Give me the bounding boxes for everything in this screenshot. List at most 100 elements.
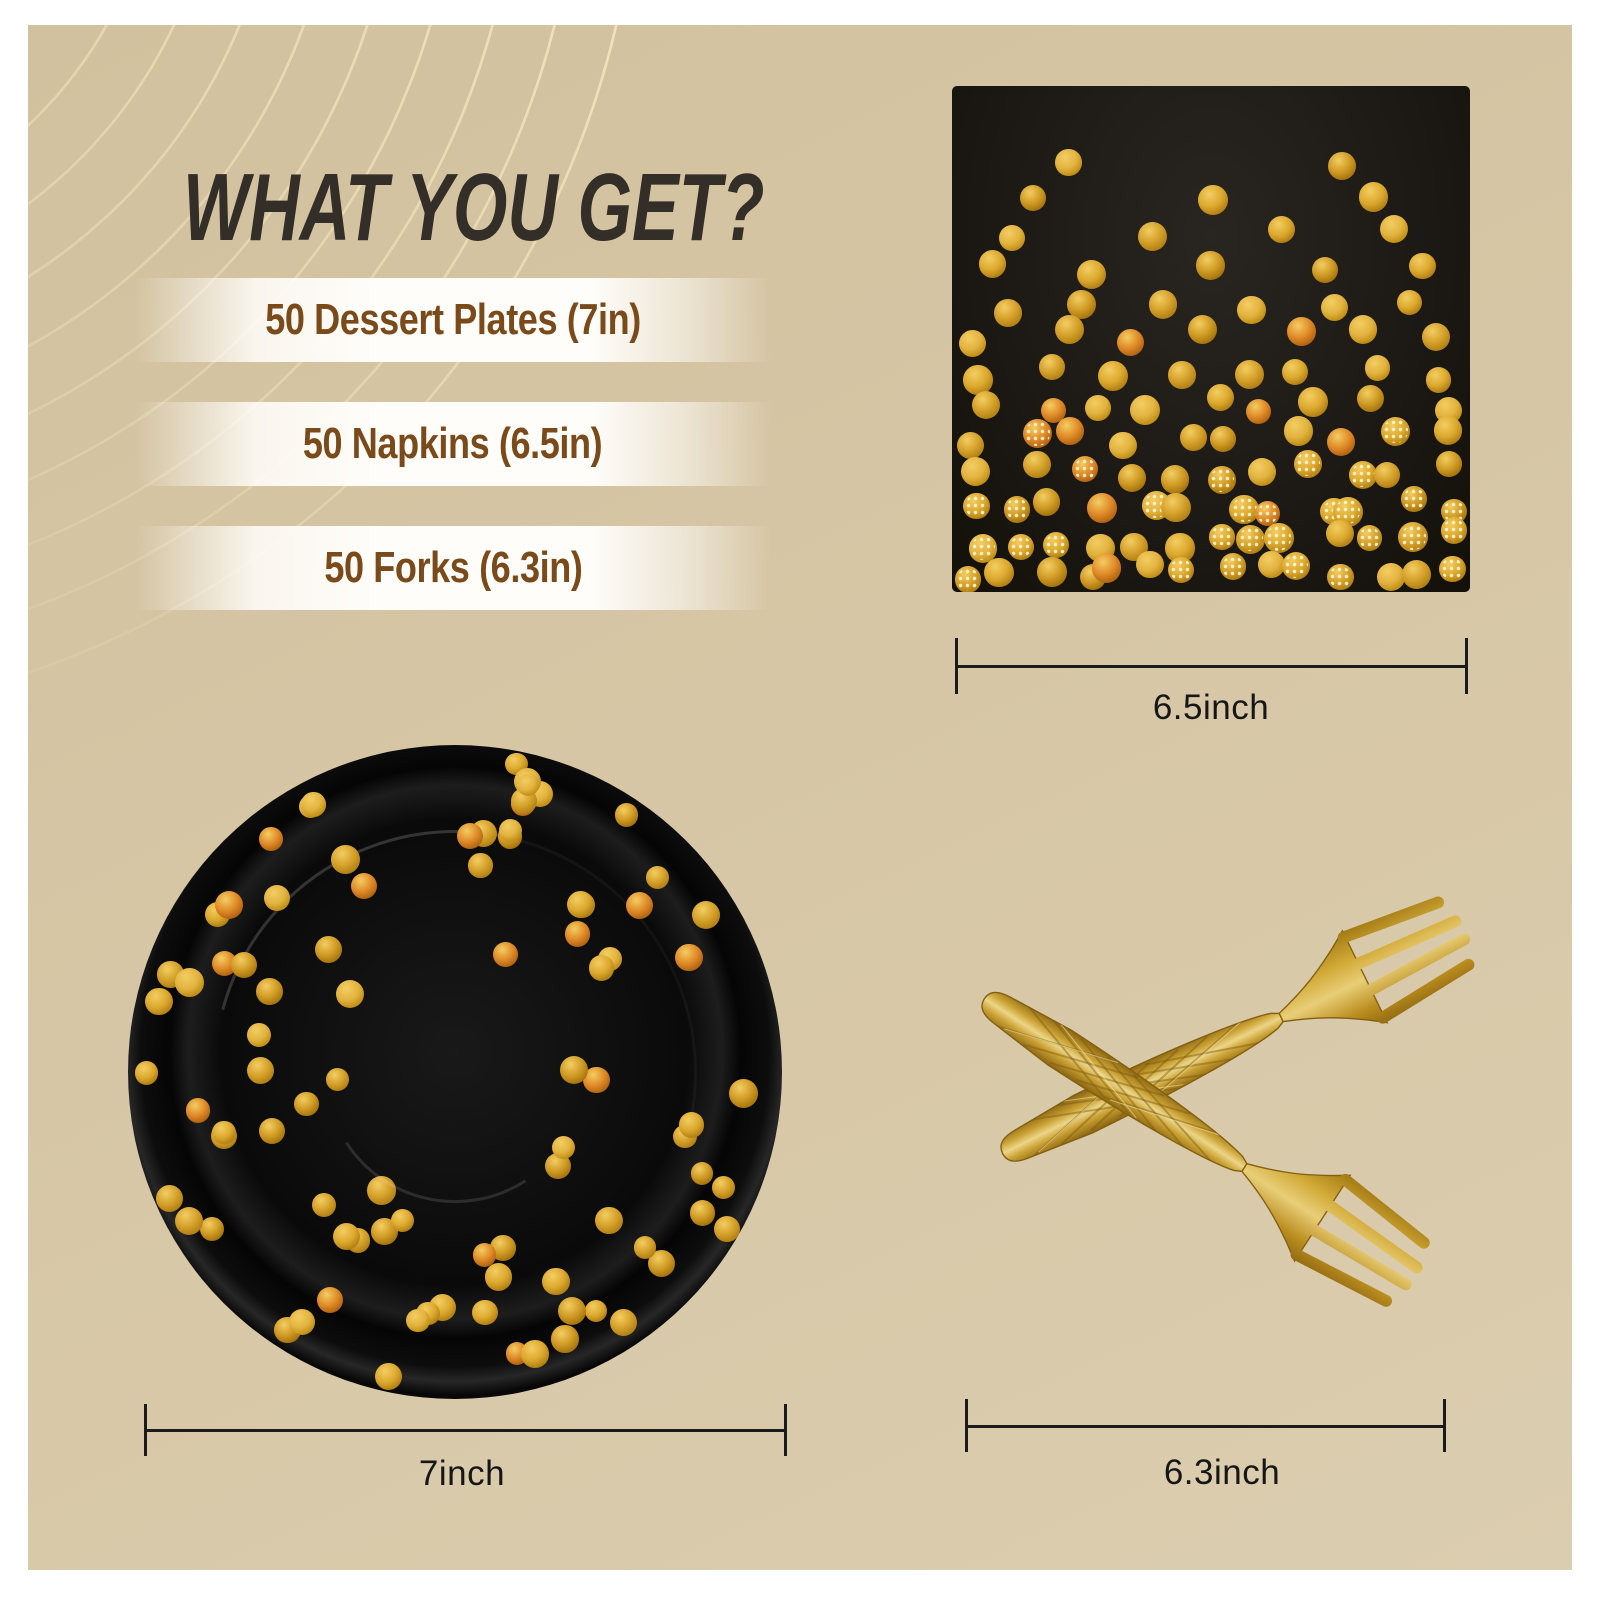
gold-dot [259, 1118, 286, 1144]
gold-dot [1326, 519, 1354, 547]
gold-dot [678, 1112, 705, 1138]
gold-dot [1401, 559, 1431, 589]
gold-dot [1356, 384, 1385, 413]
gold-dot [954, 566, 982, 592]
gold-dot [1022, 419, 1053, 449]
gold-dot [1180, 424, 1207, 451]
dimension-label: 7inch [418, 1454, 506, 1493]
dimension-line [965, 1425, 1446, 1428]
gold-dot [1397, 289, 1423, 315]
gold-dot [1246, 398, 1272, 424]
gold-dot [1129, 395, 1160, 426]
gold-dot [1168, 360, 1196, 389]
gold-dot [246, 1056, 274, 1084]
gold-dot [712, 1175, 736, 1199]
gold-dot [1091, 553, 1122, 583]
gold-dot [690, 1162, 714, 1185]
gold-dot [1055, 315, 1085, 345]
gold-dot [564, 921, 591, 947]
list-item-dessert-plates: 50 Dessert Plates (7in) [135, 278, 771, 362]
gold-dot [1281, 358, 1309, 386]
gold-dot [391, 1208, 415, 1232]
gold-dot [472, 1242, 497, 1267]
gold-dot [551, 1325, 579, 1353]
dimension-tick-right [1465, 638, 1468, 694]
gold-dot [1039, 354, 1065, 380]
gold-dot [174, 1206, 204, 1235]
gold-dot [1401, 486, 1427, 512]
gold-dot [145, 987, 173, 1016]
gold-dot [1210, 425, 1236, 452]
gold-dot [994, 299, 1022, 327]
gold-dot [1098, 361, 1128, 391]
gold-dot [1440, 517, 1468, 544]
gold-dot [1348, 460, 1378, 490]
gold-dot [1373, 462, 1400, 489]
background-panel: WHAT YOU GET? 50 Dessert Plates (7in) 50… [28, 25, 1572, 1570]
gold-dot [288, 1309, 315, 1335]
gold-dot [713, 1215, 740, 1242]
gold-dot [336, 979, 365, 1008]
gold-dot [1136, 550, 1164, 578]
gold-dot [692, 901, 721, 930]
gold-dot [1326, 427, 1355, 456]
dimension-tick-right [1443, 1399, 1446, 1452]
gold-dot [311, 1193, 336, 1218]
gold-dot [1294, 450, 1323, 479]
gold-dot [1234, 359, 1265, 390]
gold-dot [1019, 185, 1046, 212]
gold-dot [485, 1263, 513, 1291]
gold-dot [675, 943, 703, 971]
list-item-label: 50 Dessert Plates (7in) [265, 295, 641, 344]
gold-dot [1196, 251, 1225, 280]
gold-dot [1036, 557, 1067, 587]
gold-dot [1327, 563, 1354, 591]
gold-dot [406, 1308, 430, 1332]
napkin-photo [952, 86, 1470, 592]
list-item-label: 50 Napkins (6.5in) [303, 419, 603, 468]
gold-dot [1161, 492, 1191, 522]
list-item-label: 50 Forks (6.3in) [323, 543, 583, 592]
gold-dot [584, 1300, 607, 1323]
gold-dot [316, 1286, 343, 1314]
gold-dot [1007, 534, 1034, 560]
gold-dot [595, 1206, 623, 1235]
gold-dot [1422, 322, 1451, 351]
gold-dot [1116, 329, 1145, 357]
dimension-line [955, 665, 1468, 668]
gold-dot [314, 936, 343, 964]
gold-dot [1197, 184, 1228, 215]
gold-dot [1321, 293, 1349, 322]
gold-dot [367, 1176, 396, 1205]
gold-dot [199, 1216, 224, 1242]
dimension-line [144, 1429, 787, 1432]
gold-dot [1043, 531, 1070, 558]
page-title: WHAT YOU GET? [183, 154, 765, 261]
gold-dot [258, 827, 283, 851]
gold-dot [175, 968, 205, 998]
gold-dot [1148, 290, 1178, 319]
dimension-label: 6.3inch [1163, 1453, 1281, 1492]
gold-dot [1255, 500, 1281, 526]
gold-dot [626, 891, 654, 920]
gold-dot [1108, 431, 1137, 460]
gold-dot [521, 1340, 549, 1368]
gold-dot [551, 1135, 575, 1160]
gold-dot [1236, 524, 1266, 554]
gold-dot [1439, 555, 1466, 583]
gold-dot [1379, 215, 1408, 244]
gold-dot [212, 1121, 236, 1145]
gold-dot [493, 942, 519, 968]
gold-dot [264, 885, 291, 912]
gold-dot [1312, 256, 1339, 284]
gold-dot [293, 1091, 319, 1117]
gold-dot [1087, 492, 1118, 523]
gold-dot [326, 1067, 349, 1091]
list-item-napkins: 50 Napkins (6.5in) [135, 402, 771, 486]
gold-dot [614, 803, 639, 827]
gold-dot [1187, 314, 1218, 344]
gold-dot [499, 818, 523, 842]
gold-dot [1071, 455, 1099, 483]
gold-dot [1160, 465, 1190, 494]
gold-dot [1248, 458, 1277, 487]
